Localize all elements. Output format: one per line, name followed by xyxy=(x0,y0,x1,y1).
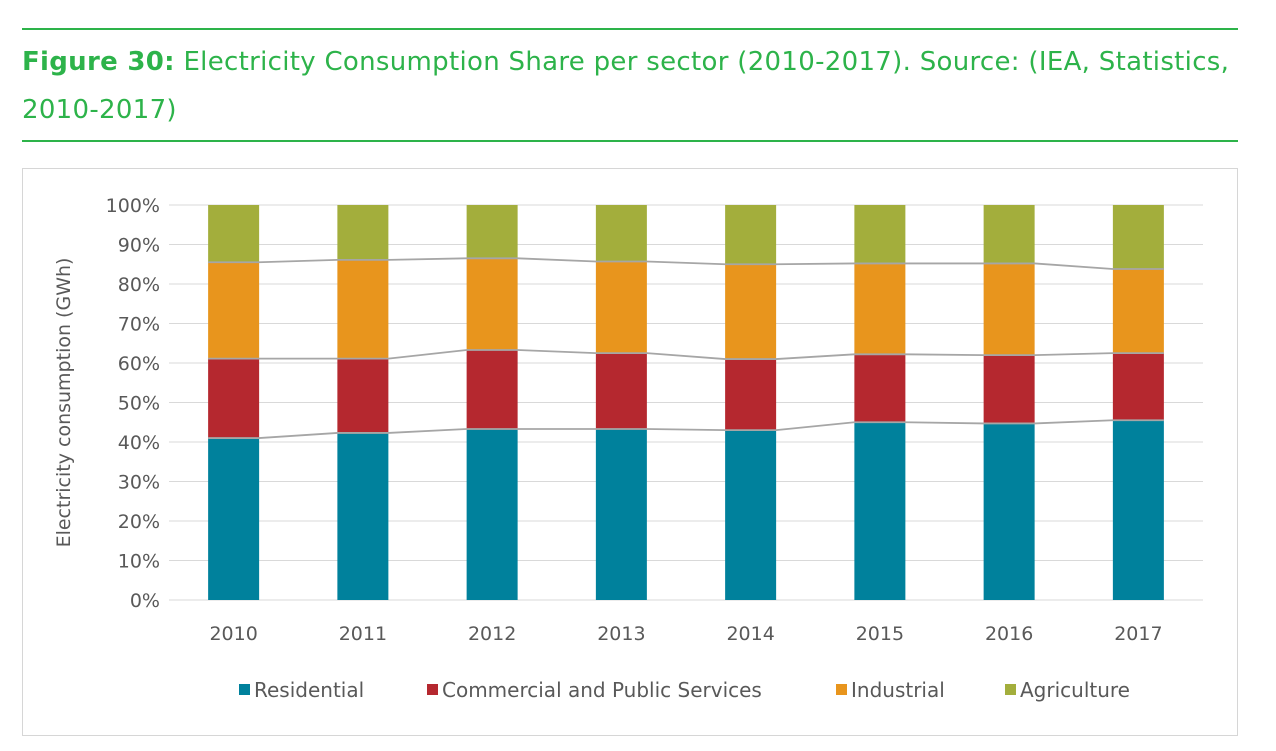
bar-segment-residential xyxy=(208,438,260,600)
caption-bottom-rule xyxy=(22,140,1238,142)
bar-segment-commercial-and-public-services xyxy=(854,354,906,423)
y-tick-label: 20% xyxy=(118,511,160,533)
bar-segment-commercial-and-public-services xyxy=(466,349,518,429)
bar-segment-commercial-and-public-services xyxy=(1112,353,1164,421)
x-tick-label: 2012 xyxy=(468,623,516,645)
y-axis-ticks: 0% 10% 20% 30% 40% 50% 60% 70% 80% 90% 100% xyxy=(106,195,160,612)
bar-segment-residential xyxy=(983,423,1035,600)
y-tick-label: 30% xyxy=(118,472,160,494)
bars xyxy=(208,205,1164,600)
bar-segment-agriculture xyxy=(725,205,777,265)
legend-swatch xyxy=(427,684,438,695)
bar-segment-residential xyxy=(854,422,906,600)
y-tick-label: 50% xyxy=(118,393,160,415)
legend-swatch xyxy=(1005,684,1016,695)
y-tick-label: 0% xyxy=(130,590,160,612)
bar-segment-agriculture xyxy=(854,205,906,264)
figure-title: Electricity Consumption Share per sector… xyxy=(22,47,1230,125)
bar-segment-agriculture xyxy=(595,205,647,262)
bar-segment-industrial xyxy=(466,258,518,350)
bar-segment-commercial-and-public-services xyxy=(208,358,260,439)
bar-segment-industrial xyxy=(854,263,906,355)
y-tick-label: 100% xyxy=(106,195,160,217)
legend-label: Agriculture xyxy=(1020,678,1130,702)
series-lines xyxy=(208,257,1164,439)
x-axis-ticks: 2010 2011 2012 2013 2014 2015 2016 2017 xyxy=(209,623,1162,645)
bar-segment-residential xyxy=(337,432,389,600)
bar-segment-residential xyxy=(1112,420,1164,600)
figure-caption: Figure 30: Electricity Consumption Share… xyxy=(22,38,1242,134)
y-axis-title: Electricity consumption (GWh) xyxy=(53,258,75,548)
y-tick-label: 10% xyxy=(118,551,160,573)
bar-segment-commercial-and-public-services xyxy=(595,353,647,429)
x-tick-label: 2011 xyxy=(339,623,387,645)
legend-label: Residential xyxy=(254,678,364,702)
bar-segment-agriculture xyxy=(337,205,389,260)
bar-segment-industrial xyxy=(337,259,389,359)
bar-segment-industrial xyxy=(983,263,1035,356)
x-tick-label: 2017 xyxy=(1114,623,1162,645)
x-tick-label: 2010 xyxy=(209,623,257,645)
y-tick-label: 90% xyxy=(118,235,160,257)
chart-container: 0% 10% 20% 30% 40% 50% 60% 70% 80% 90% 100% 2010 20… xyxy=(22,168,1238,736)
bar-segment-commercial-and-public-services xyxy=(725,359,777,431)
x-tick-label: 2016 xyxy=(985,623,1033,645)
series-line xyxy=(208,257,1164,270)
legend-label: Industrial xyxy=(851,678,945,702)
bar-segment-residential xyxy=(466,428,518,600)
bar-segment-industrial xyxy=(208,262,260,359)
y-tick-label: 40% xyxy=(118,432,160,454)
bar-segment-residential xyxy=(595,428,647,600)
bar-segment-industrial xyxy=(725,264,777,360)
bar-segment-industrial xyxy=(595,261,647,354)
bar-segment-residential xyxy=(725,430,777,600)
bar-segment-agriculture xyxy=(466,205,518,259)
series-line xyxy=(208,349,1164,360)
y-tick-label: 60% xyxy=(118,353,160,375)
legend-label: Commercial and Public Services xyxy=(442,678,762,702)
figure-label: Figure 30: xyxy=(22,47,175,77)
legend: Residential Commercial and Public Service… xyxy=(239,678,1130,702)
bar-segment-commercial-and-public-services xyxy=(337,358,389,433)
x-tick-label: 2013 xyxy=(597,623,645,645)
bar-segment-agriculture xyxy=(983,205,1035,264)
legend-swatch xyxy=(836,684,847,695)
legend-swatch xyxy=(239,684,250,695)
x-tick-label: 2014 xyxy=(726,623,774,645)
stacked-bar-chart: 0%10%20%30%40%50%60%70%80%90%100% 2010 20… xyxy=(53,195,1203,702)
y-tick-label: 80% xyxy=(118,274,160,296)
bar-segment-commercial-and-public-services xyxy=(983,355,1035,424)
bar-segment-industrial xyxy=(1112,268,1164,354)
x-tick-label: 2015 xyxy=(856,623,904,645)
caption-top-rule xyxy=(22,28,1238,30)
series-line xyxy=(208,419,1164,439)
bar-segment-agriculture xyxy=(208,205,260,263)
y-tick-label: 70% xyxy=(118,314,160,336)
bar-segment-agriculture xyxy=(1112,205,1164,269)
